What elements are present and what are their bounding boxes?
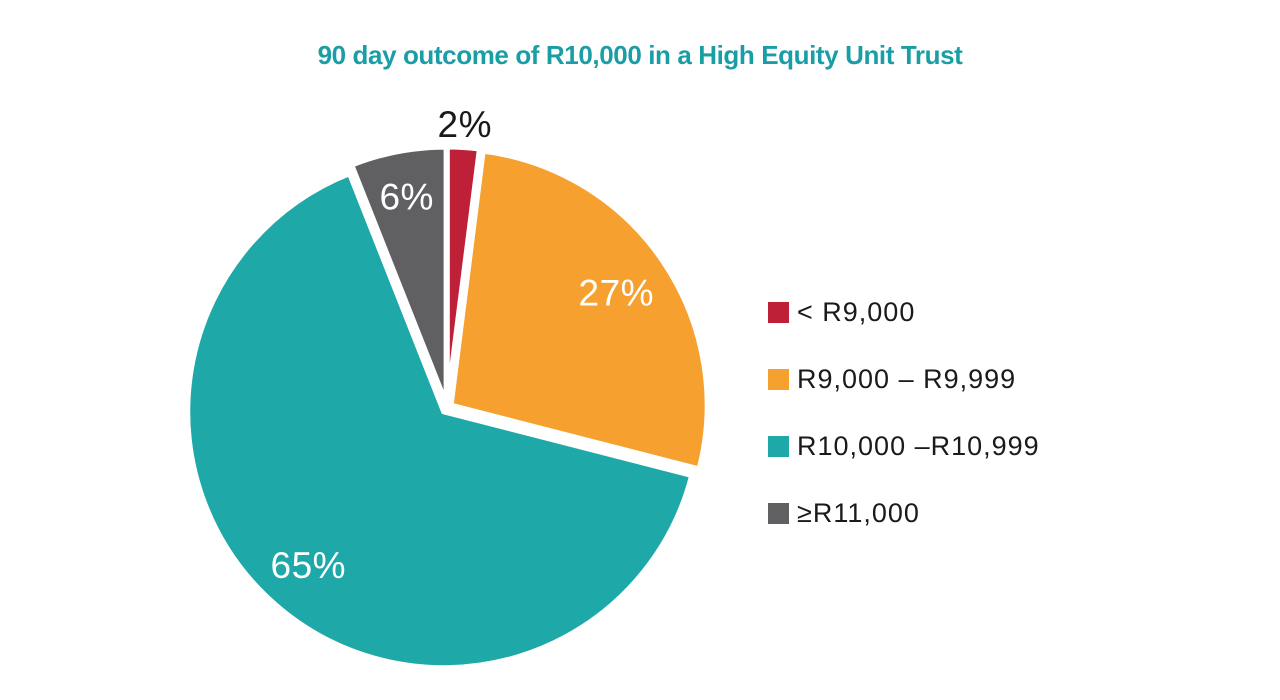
legend-label-r9000-r9999: R9,000 – R9,999 bbox=[797, 364, 1017, 394]
legend-swatch-lt-r9000 bbox=[768, 302, 789, 323]
pie-slice-percentage-label-2: 65% bbox=[271, 545, 347, 586]
legend-swatch-gte-r11000 bbox=[768, 503, 789, 524]
pie-slice-percentage-label-1: 27% bbox=[579, 273, 655, 314]
legend-swatch-r9000-r9999 bbox=[768, 369, 789, 390]
legend-item-gte-r11000: ≥R11,000 bbox=[768, 498, 1040, 528]
pie-slice-percentage-label-0: 2% bbox=[438, 104, 492, 145]
legend-label-lt-r9000: < R9,000 bbox=[797, 297, 916, 327]
chart-title: 90 day outcome of R10,000 in a High Equi… bbox=[317, 40, 963, 70]
pie-slice-2 bbox=[185, 170, 695, 671]
legend-swatch-r10000-r10999 bbox=[768, 436, 789, 457]
pie-chart: 2% 27% 65% 6% bbox=[185, 104, 710, 671]
chart-legend: < R9,000 R9,000 – R9,999 R10,000 –R10,99… bbox=[768, 297, 1040, 567]
pie-slice-percentage-label-3: 6% bbox=[379, 176, 433, 217]
legend-item-r10000-r10999: R10,000 –R10,999 bbox=[768, 431, 1040, 461]
legend-label-gte-r11000: ≥R11,000 bbox=[797, 498, 920, 528]
pie-slice-1 bbox=[448, 148, 710, 472]
pie-slice-3 bbox=[348, 144, 449, 405]
legend-item-r9000-r9999: R9,000 – R9,999 bbox=[768, 364, 1040, 394]
legend-label-r10000-r10999: R10,000 –R10,999 bbox=[797, 431, 1040, 461]
legend-item-lt-r9000: < R9,000 bbox=[768, 297, 1040, 327]
